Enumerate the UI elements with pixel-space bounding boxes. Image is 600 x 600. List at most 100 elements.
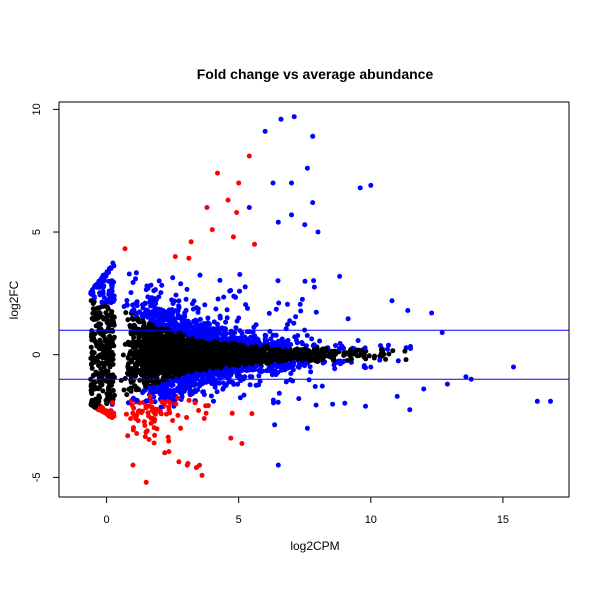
outlier-point [178,425,184,431]
data-point [337,273,343,279]
data-point [153,297,159,303]
data-point [130,280,136,285]
data-point [196,330,202,336]
data-point [190,301,195,307]
data-point [100,272,106,278]
data-point [360,352,366,358]
data-point [133,270,139,276]
data-point [395,358,401,364]
data-point [98,331,104,337]
data-point [229,410,235,416]
data-point [101,303,106,309]
data-point [271,400,276,406]
data-point [247,374,253,380]
data-point [247,382,253,388]
data-point [293,314,299,320]
data-point [251,340,257,346]
data-point [306,348,312,354]
data-point [378,347,384,353]
data-point [152,399,158,405]
data-point [317,338,323,344]
data-point [164,317,170,323]
outlier-point [368,182,374,188]
data-point [259,358,265,364]
data-point [130,302,136,308]
data-point [159,282,165,288]
outlier-point [201,416,207,421]
outlier-point [193,465,199,471]
data-point [108,279,114,285]
data-point [188,359,194,365]
data-point [158,404,164,410]
data-point [226,379,232,385]
data-point [101,295,107,301]
data-point [272,422,278,428]
outlier-point [291,114,297,120]
data-point [202,302,208,308]
data-point [239,441,245,446]
data-point [249,367,255,373]
data-point [169,297,175,303]
data-point [108,300,114,306]
outlier-point [204,205,210,210]
data-point [313,402,319,408]
data-point [187,392,193,398]
data-point [152,385,158,391]
data-point [251,356,257,362]
data-point [183,386,188,392]
data-point [267,351,273,357]
data-point [311,278,317,284]
data-point [97,290,103,296]
data-point [147,370,153,376]
data-point [93,316,99,322]
data-point [259,348,265,354]
data-point [107,322,113,328]
data-point [148,388,154,393]
data-point [175,335,180,341]
outlier-point [209,227,215,233]
data-point [302,278,308,284]
data-point [176,365,182,370]
data-point [288,371,294,376]
data-point [231,381,237,387]
data-point [162,366,167,372]
data-point [93,371,99,377]
y-axis: -5 0 5 10 [31,103,60,482]
data-point [88,298,94,304]
data-point [215,345,221,351]
data-point [292,334,298,340]
data-point [155,349,161,355]
data-point [193,389,199,395]
data-point [172,371,178,377]
data-point [140,312,146,318]
data-point [159,399,165,405]
data-point [164,398,170,404]
data-point [285,322,290,327]
data-point [256,373,262,379]
data-point [228,341,234,347]
data-point [100,355,106,361]
outlier-point [143,479,149,485]
data-point [133,416,139,422]
data-point [134,344,139,349]
data-point [109,413,114,419]
outlier-point [162,450,168,456]
outlier-point [249,411,255,417]
data-point [141,419,147,425]
data-point [183,365,189,370]
data-point [98,366,104,372]
data-point [134,330,139,336]
data-point [302,361,308,367]
outlier-point [304,425,310,431]
data-point [154,371,160,377]
data-point [180,354,186,360]
data-point [213,364,219,370]
data-point [307,364,313,370]
outlier-point [289,212,294,218]
data-point [103,310,109,316]
data-point [277,363,283,369]
data-point [152,417,158,422]
data-point [150,314,156,319]
data-point [264,344,270,350]
data-point [317,353,322,359]
